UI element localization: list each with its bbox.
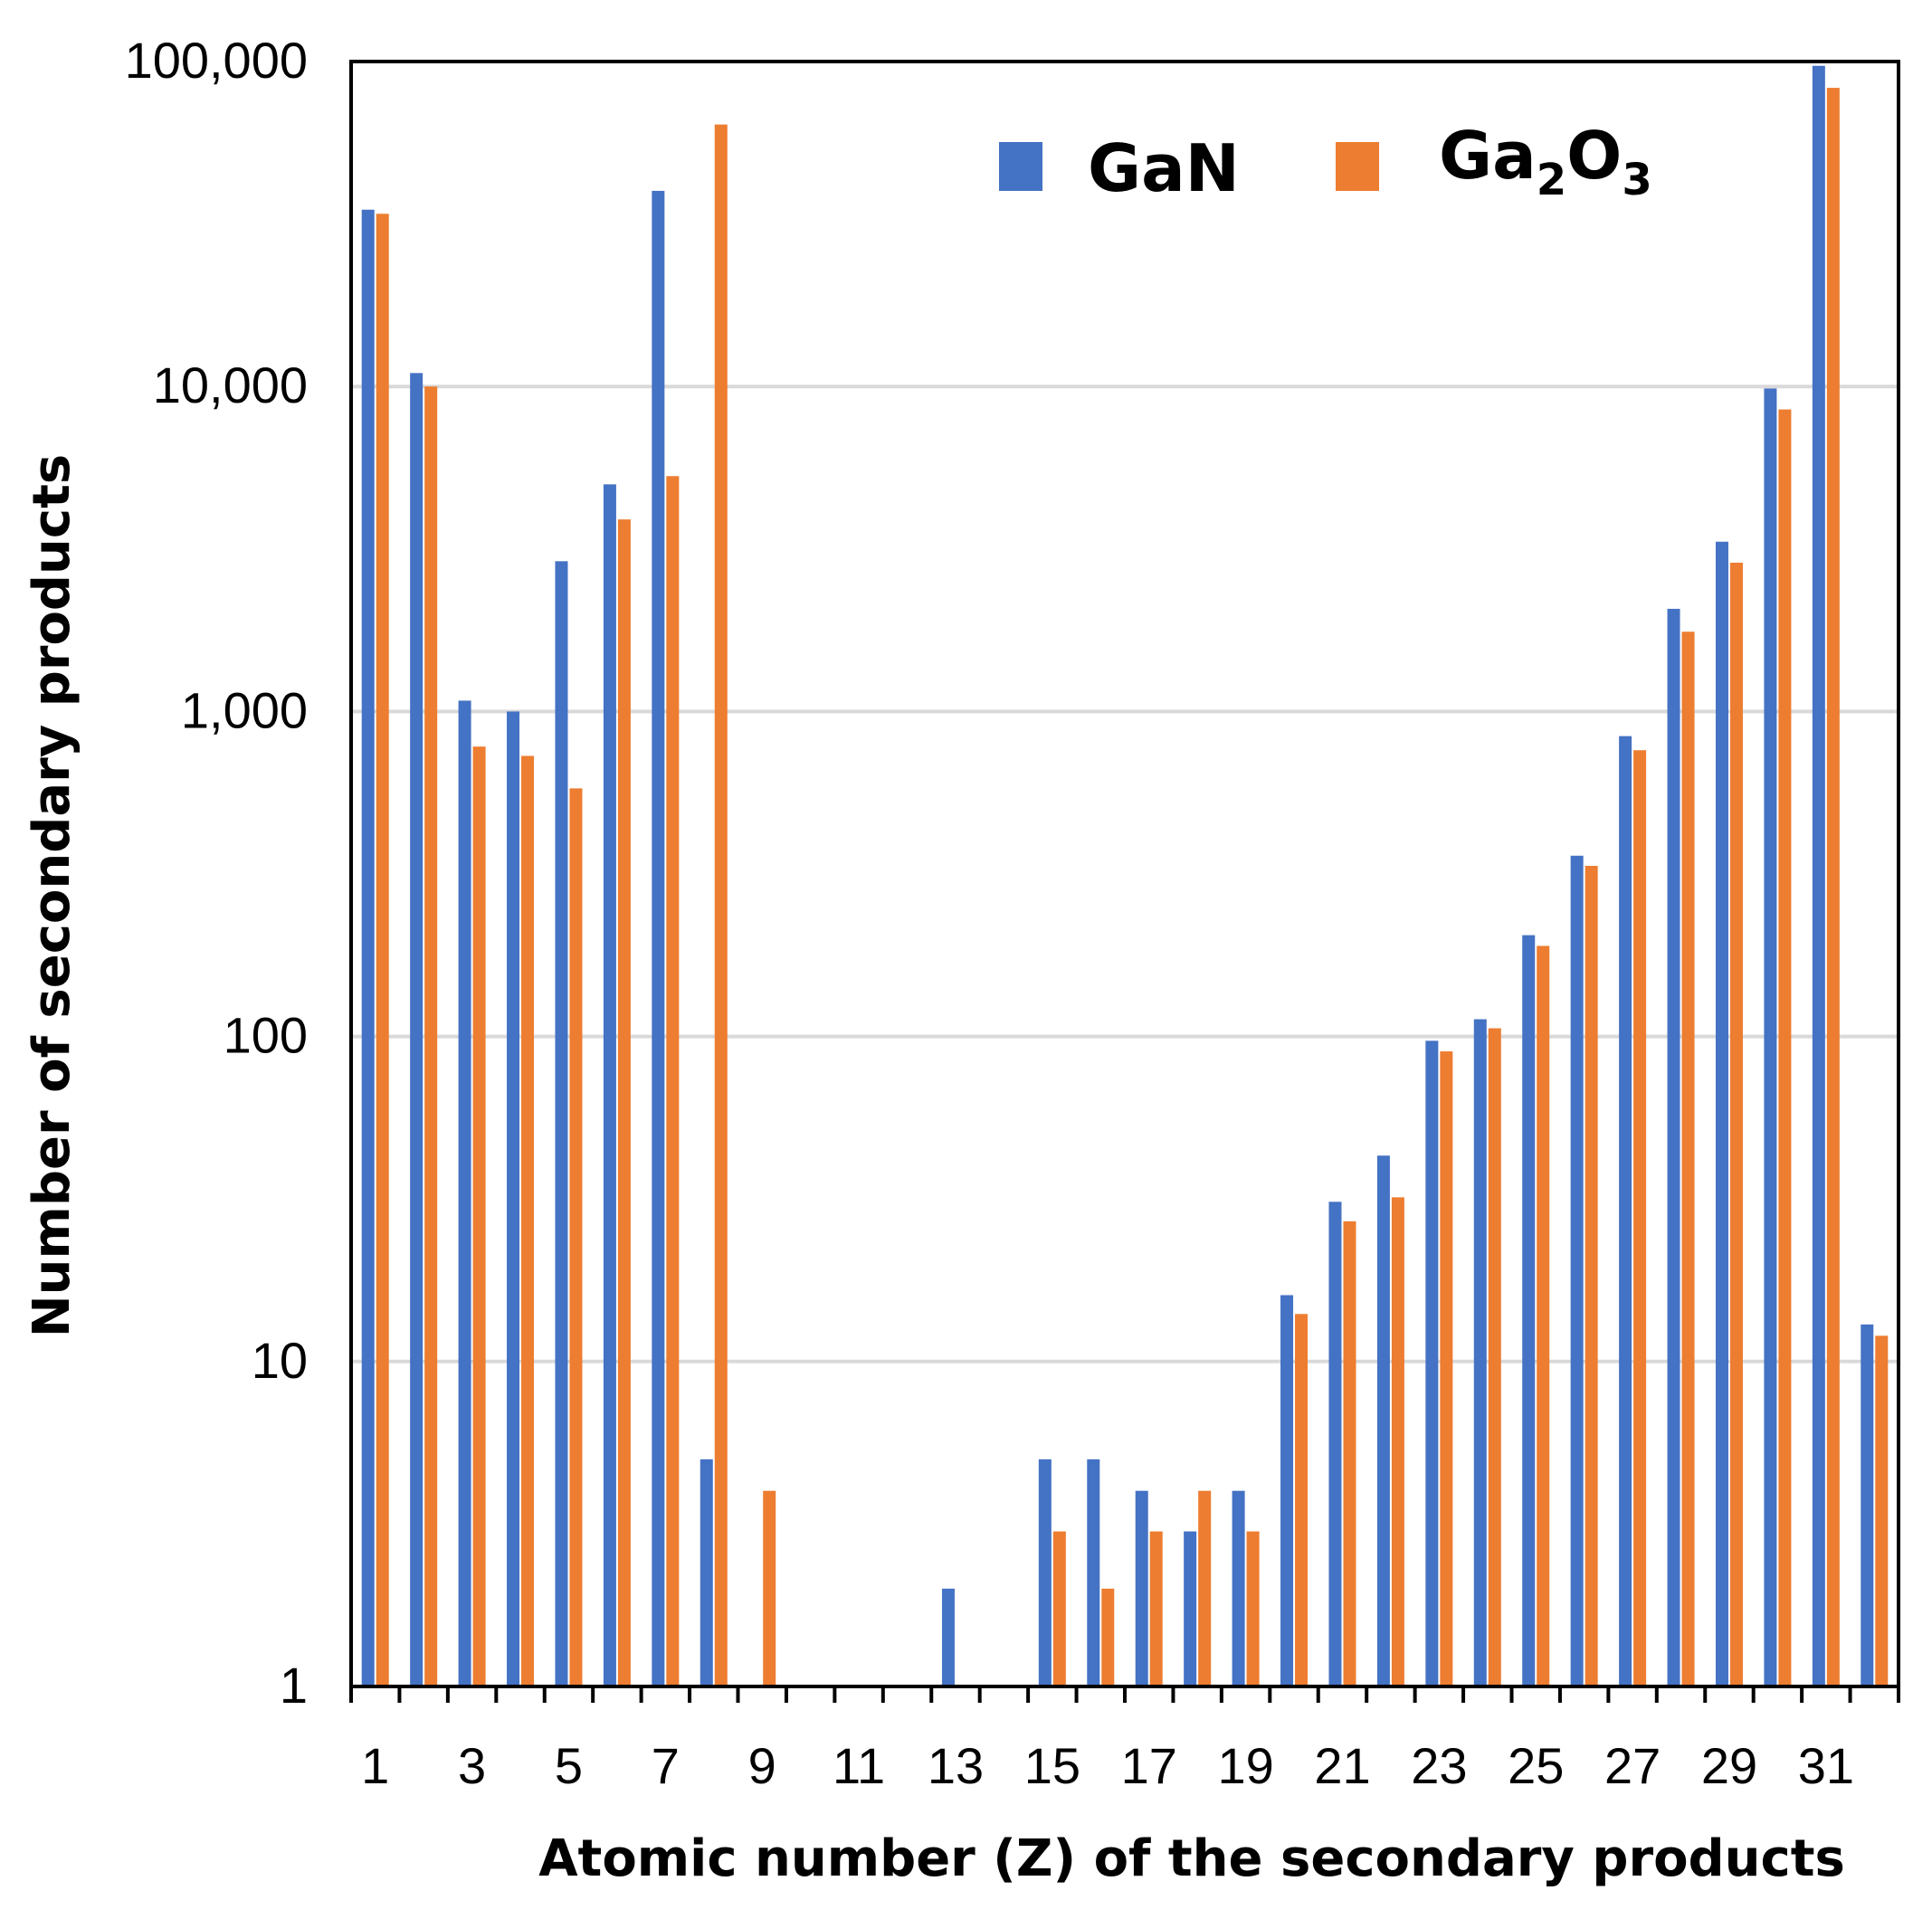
bar-ga2o3-z8 <box>714 124 728 1687</box>
bar-gan-z3 <box>458 700 471 1686</box>
bar-gan-z22 <box>1376 1155 1390 1686</box>
gridlines <box>351 60 1899 1363</box>
bar-ga2o3-z29 <box>1729 562 1743 1686</box>
bar-gan-z26 <box>1570 855 1584 1686</box>
bar-gan-z6 <box>603 484 616 1686</box>
bar-ga2o3-z25 <box>1537 945 1550 1686</box>
legend-label-ga2o3: Ga2O3 <box>1439 118 1652 205</box>
bar-gan-z5 <box>555 561 568 1686</box>
legend-label-ga2o3-sub-3: 3 <box>1622 155 1651 205</box>
legend-swatch-ga2o3 <box>1336 142 1379 191</box>
bar-gan-z25 <box>1522 935 1536 1686</box>
x-tick-label-23: 23 <box>1411 1737 1467 1794</box>
x-tick-label-13: 13 <box>928 1737 984 1794</box>
bar-gan-z29 <box>1715 541 1728 1686</box>
x-tick-label-17: 17 <box>1121 1737 1177 1794</box>
x-tick-label-7: 7 <box>652 1737 680 1794</box>
y-axis-title: Number of secondary products <box>23 454 81 1337</box>
bar-gan-z24 <box>1473 1019 1487 1686</box>
bar-gan-z8 <box>700 1458 713 1686</box>
bar-gan-z13 <box>941 1588 955 1686</box>
y-tick-labels: 1 10 100 1,000 10,000 100,000 <box>125 32 308 1714</box>
y-tick-label-10000: 10,000 <box>153 356 308 413</box>
bar-gan-z20 <box>1280 1295 1294 1686</box>
bar-gan-z18 <box>1184 1531 1197 1686</box>
bar-ga2o3-z32 <box>1875 1335 1889 1686</box>
x-tick-label-1: 1 <box>361 1737 389 1794</box>
bar-ga2o3-z18 <box>1198 1490 1212 1686</box>
bar-gan-z1 <box>361 209 375 1686</box>
bar-gan-z16 <box>1087 1458 1100 1686</box>
bar-ga2o3-z22 <box>1391 1197 1404 1686</box>
x-tick-label-15: 15 <box>1024 1737 1080 1794</box>
bar-gan-z23 <box>1425 1040 1439 1686</box>
bar-ga2o3-z16 <box>1101 1588 1115 1686</box>
bars <box>361 65 1889 1687</box>
bar-ga2o3-z20 <box>1295 1314 1309 1686</box>
legend: GaN Ga2O3 <box>999 118 1652 206</box>
bar-ga2o3-z17 <box>1149 1531 1163 1686</box>
bar-gan-z21 <box>1328 1202 1342 1686</box>
bar-ga2o3-z24 <box>1488 1028 1501 1686</box>
bar-ga2o3-z27 <box>1633 750 1647 1687</box>
bar-gan-z15 <box>1038 1458 1052 1686</box>
bar-ga2o3-z19 <box>1246 1531 1260 1686</box>
bar-ga2o3-z26 <box>1585 866 1598 1686</box>
bar-ga2o3-z31 <box>1826 88 1840 1687</box>
bar-ga2o3-z7 <box>666 476 680 1686</box>
bar-ga2o3-z3 <box>472 746 486 1686</box>
y-tick-label-1000: 1,000 <box>181 681 308 738</box>
y-tick-label-100: 100 <box>224 1007 308 1064</box>
legend-label-ga2o3-sub-2: 2 <box>1537 155 1566 205</box>
bar-gan-z28 <box>1667 608 1680 1686</box>
bar-ga2o3-z6 <box>617 519 631 1686</box>
bar-gan-z17 <box>1135 1490 1148 1686</box>
x-tick-label-3: 3 <box>458 1737 486 1794</box>
y-tick-label-10: 10 <box>252 1332 308 1389</box>
x-axis-title: Atomic number (Z) of the secondary produ… <box>538 1829 1845 1888</box>
bar-ga2o3-z28 <box>1681 632 1695 1686</box>
legend-label-ga2o3-part-ga: Ga <box>1439 118 1537 194</box>
x-tick-label-5: 5 <box>555 1737 583 1794</box>
bar-ga2o3-z1 <box>376 214 389 1687</box>
legend-label-gan: GaN <box>1088 130 1240 206</box>
bar-gan-z4 <box>507 711 520 1686</box>
bar-ga2o3-z30 <box>1778 409 1792 1686</box>
bar-gan-z7 <box>652 190 665 1686</box>
bar-gan-z19 <box>1232 1490 1245 1686</box>
bar-ga2o3-z15 <box>1052 1531 1066 1686</box>
x-tick-labels: 1 3 5 7 9 11 13 15 17 19 21 23 25 27 29 31 <box>361 1737 1854 1794</box>
bar-gan-z30 <box>1764 388 1777 1686</box>
bar-gan-z31 <box>1812 65 1825 1687</box>
x-tick-label-19: 19 <box>1217 1737 1273 1794</box>
x-tick-label-29: 29 <box>1701 1737 1757 1794</box>
x-tick-label-25: 25 <box>1508 1737 1564 1794</box>
x-tick-label-21: 21 <box>1314 1737 1370 1794</box>
bar-ga2o3-z4 <box>521 755 535 1687</box>
bar-gan-z32 <box>1861 1324 1874 1686</box>
legend-label-ga2o3-part-o: O <box>1566 118 1622 194</box>
bar-ga2o3-z9 <box>763 1490 776 1686</box>
y-tick-label-100000: 100,000 <box>125 32 308 89</box>
x-tick-label-11: 11 <box>833 1737 885 1794</box>
bar-ga2o3-z23 <box>1440 1051 1453 1686</box>
y-tick-label-1: 1 <box>280 1657 308 1714</box>
bar-gan-z27 <box>1619 736 1632 1686</box>
axes <box>349 60 1900 1703</box>
bar-ga2o3-z5 <box>569 788 583 1686</box>
bar-ga2o3-z21 <box>1343 1221 1356 1686</box>
plot-frame <box>349 60 1900 1688</box>
x-tick-label-31: 31 <box>1798 1737 1854 1794</box>
bar-ga2o3-z2 <box>424 386 438 1687</box>
bar-gan-z2 <box>410 373 424 1686</box>
x-tick-label-27: 27 <box>1604 1737 1661 1794</box>
legend-swatch-gan <box>999 142 1042 191</box>
x-tick-label-9: 9 <box>748 1737 776 1794</box>
